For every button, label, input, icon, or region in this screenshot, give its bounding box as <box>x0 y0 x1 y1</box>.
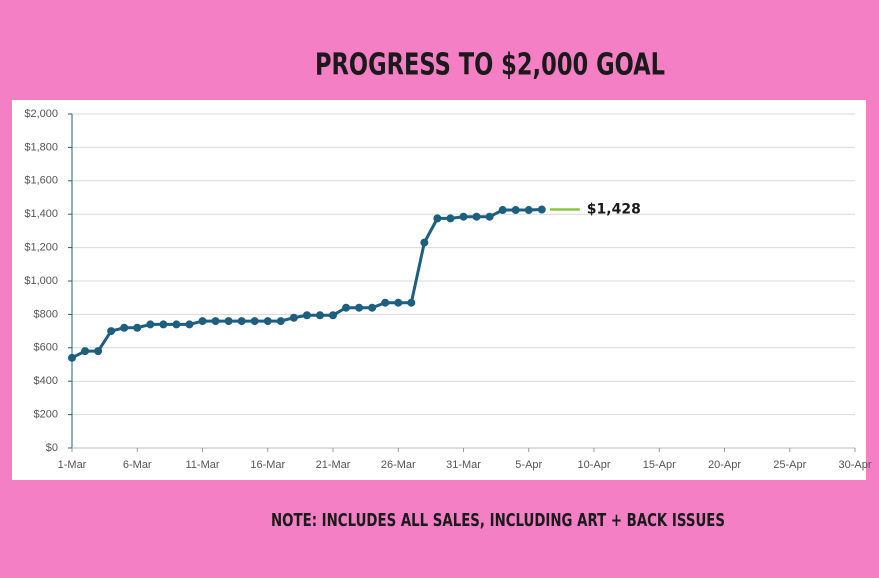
y-tick-label: $1,400 <box>24 208 58 220</box>
plot-background <box>12 100 866 480</box>
point <box>198 317 207 326</box>
x-tick-label: 30-Apr <box>838 459 871 471</box>
point <box>302 311 311 320</box>
point <box>537 205 546 214</box>
point <box>446 214 455 223</box>
point <box>120 323 129 332</box>
point <box>146 320 155 329</box>
point <box>394 298 403 307</box>
point <box>329 311 337 320</box>
x-tick-label: 16-Mar <box>250 459 285 471</box>
x-tick-label: 6-Mar <box>123 459 152 471</box>
point <box>211 317 220 326</box>
point <box>407 298 416 307</box>
point <box>342 303 351 312</box>
point <box>315 311 324 320</box>
point <box>485 212 494 221</box>
y-tick-label: $1,800 <box>24 141 58 153</box>
value-label: $1,428 <box>587 202 641 218</box>
point <box>524 206 533 215</box>
point <box>172 320 181 329</box>
x-tick-label: 15-Apr <box>643 459 676 471</box>
point <box>133 323 142 332</box>
point <box>237 317 246 326</box>
point <box>107 327 116 336</box>
point <box>185 320 194 329</box>
x-tick-label: 25-Apr <box>773 459 806 471</box>
point <box>94 347 103 356</box>
point <box>81 347 90 356</box>
point <box>472 212 481 221</box>
x-tick-label: 31-Mar <box>446 459 481 471</box>
point <box>459 212 468 221</box>
point <box>498 206 507 215</box>
point <box>250 317 259 326</box>
y-tick-label: $400 <box>34 375 58 387</box>
point <box>511 206 520 215</box>
point <box>381 298 390 307</box>
x-tick-label: 10-Apr <box>577 459 610 471</box>
point <box>289 313 298 322</box>
x-tick-label: 11-Mar <box>185 459 219 471</box>
chart-title: PROGRESS TO $2,000 GOAL <box>315 48 665 83</box>
point <box>159 320 168 329</box>
point <box>276 317 285 326</box>
x-tick-label: 5-Apr <box>515 459 542 471</box>
y-tick-label: $1,600 <box>24 175 58 187</box>
x-tick-label: 1-Mar <box>58 459 87 471</box>
point <box>420 238 429 247</box>
y-tick-label: $2,000 <box>24 108 58 120</box>
point <box>68 353 76 362</box>
note: NOTE: INCLUDES ALL SALES, INCLUDING ART … <box>271 510 725 531</box>
y-tick-label: $800 <box>34 308 58 320</box>
y-tick-label: $200 <box>34 409 58 421</box>
point <box>433 214 442 223</box>
point <box>368 303 377 312</box>
y-tick-label: $0 <box>46 442 58 454</box>
x-tick-label: 21-Mar <box>316 459 351 471</box>
point <box>224 317 233 326</box>
y-tick-label: $600 <box>34 342 58 354</box>
x-tick-label: 26-Mar <box>381 459 416 471</box>
point <box>263 317 272 326</box>
y-tick-label: $1,000 <box>24 275 58 287</box>
x-tick-label: 20-Apr <box>708 459 741 471</box>
point <box>355 303 364 312</box>
y-tick-label: $1,200 <box>24 242 58 254</box>
